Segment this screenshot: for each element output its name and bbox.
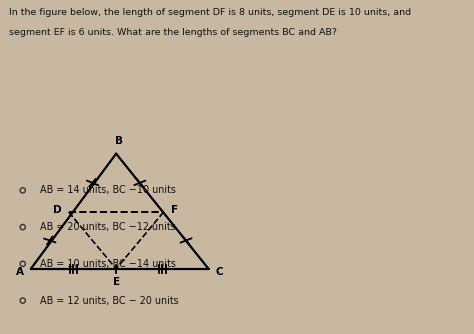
Text: AB = 12 units, BC − 20 units: AB = 12 units, BC − 20 units <box>40 296 179 306</box>
Text: In the figure below, the length of segment DF is 8 units, segment DE is 10 units: In the figure below, the length of segme… <box>9 8 411 17</box>
Text: AB = 14 units, BC −10 units: AB = 14 units, BC −10 units <box>40 185 176 195</box>
Text: A: A <box>17 267 24 277</box>
Text: segment EF is 6 units. What are the lengths of segments BC and AB?: segment EF is 6 units. What are the leng… <box>9 28 337 37</box>
Text: AB = 10 units, BC −14 units: AB = 10 units, BC −14 units <box>40 259 176 269</box>
Text: AB = 20 units, BC −12 units: AB = 20 units, BC −12 units <box>40 222 176 232</box>
Text: B: B <box>115 136 122 146</box>
Text: F: F <box>171 205 179 215</box>
Text: E: E <box>112 277 120 287</box>
Text: C: C <box>215 267 223 277</box>
Text: D: D <box>53 205 62 215</box>
